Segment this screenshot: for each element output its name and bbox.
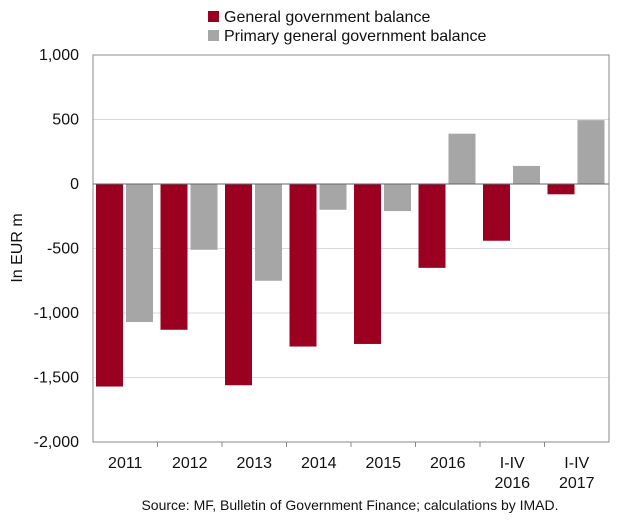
bar-general-balance — [483, 184, 510, 241]
x-tick-label: 2017 — [559, 475, 595, 492]
source-note: Source: MF, Bulletin of Government Finan… — [141, 497, 558, 513]
bar-general-balance — [225, 184, 252, 386]
y-tick-label: 500 — [52, 112, 79, 129]
y-tick-label: -500 — [47, 241, 79, 258]
y-tick-label: -1,500 — [34, 370, 79, 387]
y-tick-label: 1,000 — [39, 47, 79, 64]
legend-swatch — [208, 30, 219, 41]
bar-primary-balance — [448, 133, 476, 184]
bar-general-balance — [160, 184, 188, 330]
y-tick-label: -2,000 — [34, 434, 79, 451]
bar-general-balance — [289, 184, 317, 347]
y-tick-label: 0 — [70, 176, 79, 193]
bar-primary-balance — [190, 184, 218, 250]
bar-general-balance — [418, 184, 446, 268]
x-tick-label: 2015 — [365, 455, 401, 472]
y-axis-title: In EUR m — [9, 213, 26, 282]
bar-primary-balance — [384, 184, 411, 212]
bar-general-balance — [96, 184, 123, 387]
x-tick-label: 2013 — [236, 455, 272, 472]
bar-general-balance — [547, 184, 575, 195]
bar-primary-balance — [513, 165, 540, 184]
y-tick-label: -1,000 — [34, 305, 79, 322]
x-tick-label: I-IV — [500, 455, 525, 472]
legend: General government balance Primary genera… — [208, 9, 486, 45]
x-tick-labels: 2011 2012 2013 2014 2015 2016 I-IV 2016 I-IV 2017 — [108, 455, 595, 492]
x-tick-label: 2014 — [301, 455, 337, 472]
bar-primary-balance — [319, 184, 347, 210]
x-tick-label: 2012 — [172, 455, 208, 472]
bar-primary-balance — [577, 120, 605, 184]
bar-general-balance — [354, 184, 381, 344]
legend-label: Primary general government balance — [224, 28, 486, 45]
y-tick-labels: 1,000 500 0 -500 -1,000 -1,500 -2,000 — [34, 47, 79, 451]
axes — [92, 54, 610, 447]
bars — [96, 120, 605, 387]
x-tick-label: 2016 — [494, 475, 530, 492]
bar-primary-balance — [126, 184, 153, 323]
x-tick-label: I-IV — [564, 455, 589, 472]
x-tick-label: 2016 — [430, 455, 466, 472]
plot-frame — [92, 54, 610, 443]
x-tick-label: 2011 — [108, 455, 143, 472]
legend-swatch — [208, 11, 219, 22]
legend-label: General government balance — [224, 9, 430, 26]
bar-primary-balance — [255, 184, 282, 281]
